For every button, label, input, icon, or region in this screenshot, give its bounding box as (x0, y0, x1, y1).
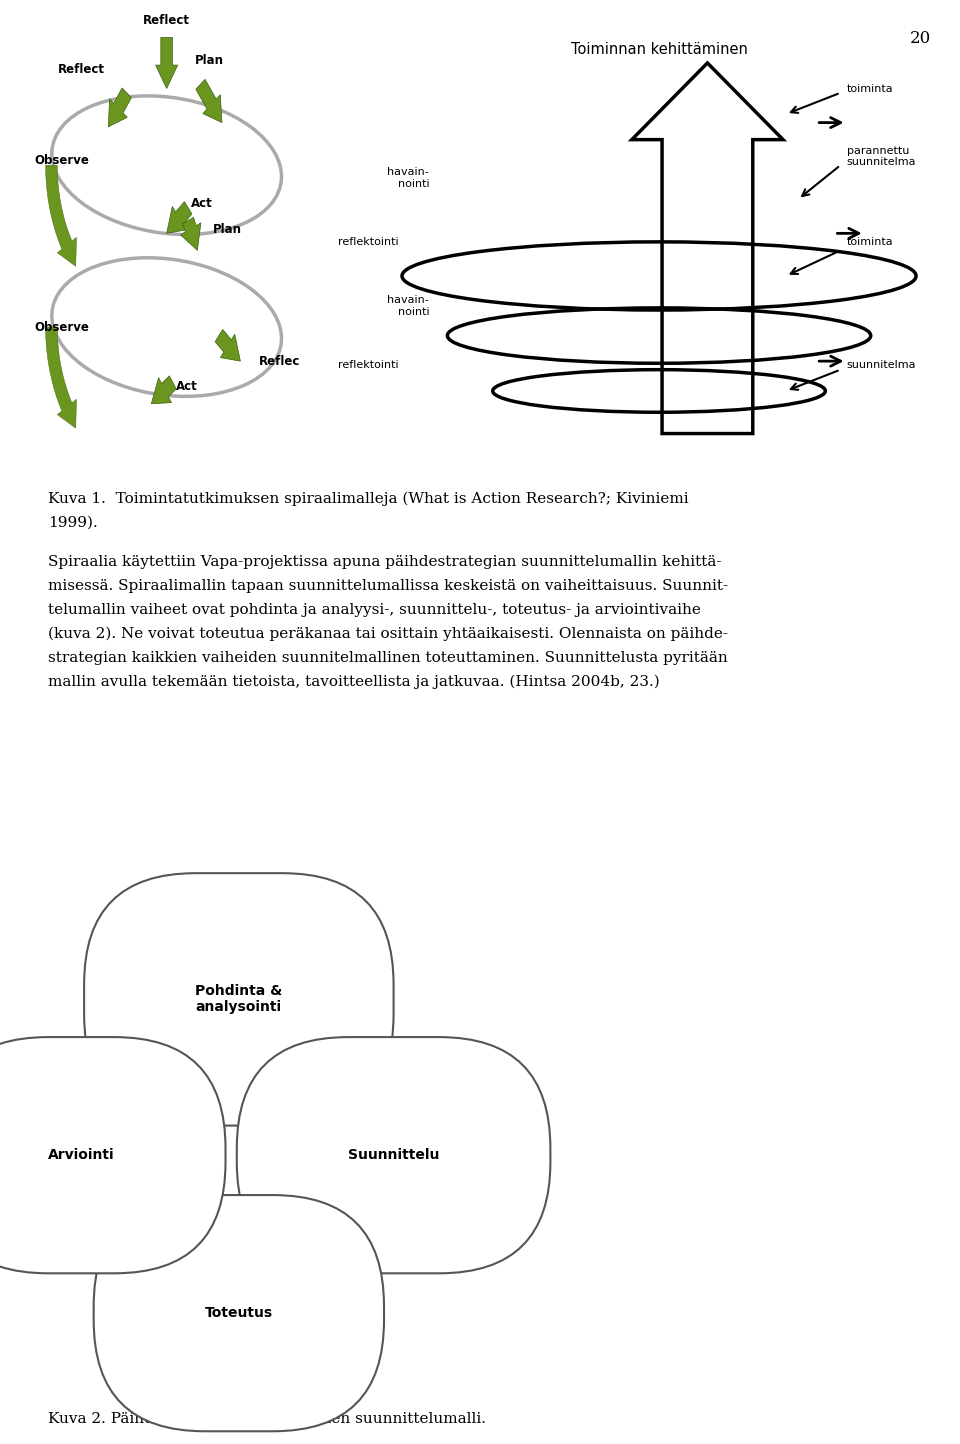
Text: (kuva 2). Ne voivat toteutua peräkanaa tai osittain yhtäaikaisesti. Olennaista o: (kuva 2). Ne voivat toteutua peräkanaa t… (48, 627, 728, 641)
Text: Arviointi: Arviointi (48, 1148, 114, 1162)
Text: Toteutus: Toteutus (204, 1307, 273, 1320)
Polygon shape (196, 79, 222, 123)
Polygon shape (156, 38, 178, 88)
Text: strategian kaikkien vaiheiden suunnitelmallinen toteuttaminen. Suunnittelusta py: strategian kaikkien vaiheiden suunnitelm… (48, 651, 728, 666)
Polygon shape (215, 329, 240, 361)
Text: misessä. Spiraalimallin tapaan suunnittelumallissa keskeistä on vaiheittaisuus. : misessä. Spiraalimallin tapaan suunnitte… (48, 579, 728, 593)
Polygon shape (632, 64, 783, 433)
Polygon shape (180, 218, 201, 250)
Text: Reflect: Reflect (59, 62, 106, 75)
Text: Reflec: Reflec (259, 355, 300, 368)
Text: Reflect: Reflect (143, 14, 190, 27)
Text: Plan: Plan (213, 222, 242, 235)
Text: parannettu
suunnitelma: parannettu suunnitelma (847, 146, 916, 168)
Text: reflektointi: reflektointi (338, 361, 399, 371)
Text: Act: Act (191, 196, 213, 209)
Text: toiminta: toiminta (847, 84, 893, 94)
Text: telumallin vaiheet ovat pohdinta ja analyysi-, suunnittelu-, toteutus- ja arvioi: telumallin vaiheet ovat pohdinta ja anal… (48, 604, 701, 617)
Text: 1999).: 1999). (48, 516, 98, 530)
Text: Toiminnan kehittäminen: Toiminnan kehittäminen (570, 42, 748, 56)
Polygon shape (167, 202, 192, 234)
Text: reflektointi: reflektointi (338, 237, 399, 247)
Text: toiminta: toiminta (847, 237, 893, 247)
Polygon shape (108, 88, 132, 127)
Text: suunnitelma: suunnitelma (847, 361, 916, 371)
Text: Kuva 1.  Toimintatutkimuksen spiraalimalleja (What is Action Research?; Kiviniem: Kuva 1. Toimintatutkimuksen spiraalimall… (48, 492, 688, 507)
Text: Kuva 2. Päihdestrategian nelivaiheinen suunnittelumalli.: Kuva 2. Päihdestrategian nelivaiheinen s… (48, 1412, 486, 1427)
Text: Suunnittelu: Suunnittelu (348, 1148, 440, 1162)
Text: Act: Act (176, 380, 198, 393)
Text: mallin avulla tekemään tietoista, tavoitteellista ja jatkuvaa. (Hintsa 2004b, 23: mallin avulla tekemään tietoista, tavoit… (48, 674, 660, 689)
Text: Pohdinta &
analysointi: Pohdinta & analysointi (195, 985, 282, 1015)
Text: havain-
nointi: havain- nointi (388, 295, 429, 316)
Text: Observe: Observe (35, 155, 89, 168)
Text: Observe: Observe (35, 321, 89, 334)
Polygon shape (46, 328, 77, 429)
Text: havain-
nointi: havain- nointi (388, 168, 429, 189)
Polygon shape (152, 375, 177, 404)
Text: Spiraalia käytettiin Vapa-projektissa apuna päihdestrategian suunnittelumallin k: Spiraalia käytettiin Vapa-projektissa ap… (48, 554, 722, 569)
Text: 20: 20 (909, 30, 930, 48)
Text: Plan: Plan (195, 55, 225, 68)
Polygon shape (46, 165, 77, 266)
